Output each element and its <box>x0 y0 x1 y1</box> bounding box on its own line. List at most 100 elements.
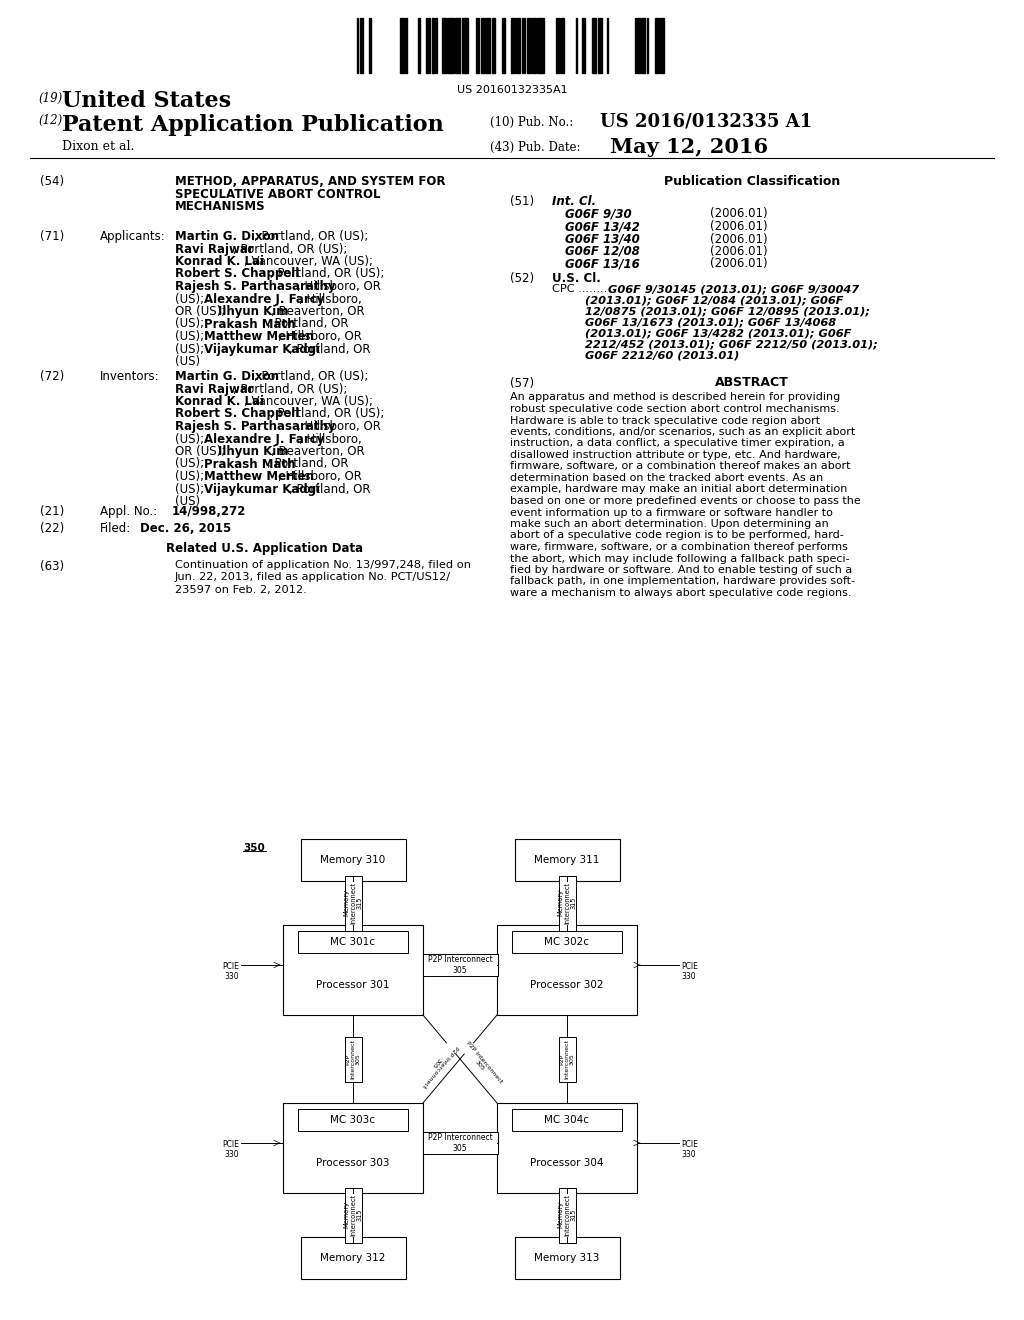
Text: Processor 301: Processor 301 <box>316 979 390 990</box>
Text: Memory 310: Memory 310 <box>321 855 386 865</box>
Text: , Beaverton, OR: , Beaverton, OR <box>271 445 365 458</box>
Text: Memory
Interconnect
315: Memory Interconnect 315 <box>557 1193 577 1236</box>
Text: (2006.01): (2006.01) <box>710 246 768 257</box>
Text: , Portland, OR: , Portland, OR <box>267 458 349 470</box>
Bar <box>435 18 437 73</box>
Bar <box>527 18 531 73</box>
Text: G06F 2212/60 (2013.01): G06F 2212/60 (2013.01) <box>585 351 739 360</box>
Text: (US);: (US); <box>175 293 208 305</box>
Text: (52): (52) <box>510 272 535 285</box>
Text: (2006.01): (2006.01) <box>710 232 768 246</box>
Text: Vijaykumar Kadgi: Vijaykumar Kadgi <box>204 483 319 495</box>
Bar <box>432 18 433 73</box>
Bar <box>635 18 636 73</box>
Text: G06F 12/08: G06F 12/08 <box>565 246 640 257</box>
Bar <box>406 18 407 73</box>
Text: instruction, a data conflict, a speculative timer expiration, a: instruction, a data conflict, a speculat… <box>510 438 845 449</box>
Text: 2212/452 (2013.01); G06F 2212/50 (2013.01);: 2212/452 (2013.01); G06F 2212/50 (2013.0… <box>585 339 878 350</box>
Text: Memory
Interconnect
315: Memory Interconnect 315 <box>343 882 362 924</box>
Bar <box>512 931 622 953</box>
Bar <box>583 18 586 73</box>
Text: (19): (19) <box>38 92 62 106</box>
Text: Ilhyun Kim: Ilhyun Kim <box>218 445 289 458</box>
Text: Ravi Rajwar: Ravi Rajwar <box>175 243 254 256</box>
Bar <box>300 840 406 880</box>
Bar <box>283 1104 423 1193</box>
Text: firmware, software, or a combination thereof makes an abort: firmware, software, or a combination the… <box>510 462 851 471</box>
Bar <box>647 18 648 73</box>
Text: (2013.01); G06F 13/4282 (2013.01); G06F: (2013.01); G06F 13/4282 (2013.01); G06F <box>585 329 851 338</box>
Text: , Hillsboro,: , Hillsboro, <box>299 293 361 305</box>
Bar <box>558 1188 575 1242</box>
Text: Inventors:: Inventors: <box>100 370 160 383</box>
Bar <box>556 18 560 73</box>
Bar <box>561 18 564 73</box>
Text: P2P Interconnect
305: P2P Interconnect 305 <box>428 1134 493 1152</box>
Bar <box>400 18 403 73</box>
Text: U.S. Cl.: U.S. Cl. <box>552 272 601 285</box>
Bar <box>447 18 452 73</box>
Bar <box>298 931 408 953</box>
Text: fied by hardware or software. And to enable testing of such a: fied by hardware or software. And to ena… <box>510 565 852 576</box>
Bar <box>466 18 468 73</box>
Text: G06F 13/16: G06F 13/16 <box>565 257 640 271</box>
Text: Jun. 22, 2013, filed as application No. PCT/US12/: Jun. 22, 2013, filed as application No. … <box>175 573 452 582</box>
Text: Memory
Interconnect
315: Memory Interconnect 315 <box>343 1193 362 1236</box>
Text: (US);: (US); <box>175 470 208 483</box>
Bar <box>522 18 523 73</box>
Text: (US);: (US); <box>175 433 208 446</box>
Text: (US);: (US); <box>175 458 208 470</box>
Bar <box>524 18 525 73</box>
Text: US 20160132335A1: US 20160132335A1 <box>457 84 567 95</box>
Text: (2013.01); G06F 12/084 (2013.01); G06F: (2013.01); G06F 12/084 (2013.01); G06F <box>585 296 844 305</box>
Text: Matthew Merten: Matthew Merten <box>204 330 313 343</box>
Text: (US): (US) <box>175 355 200 368</box>
Text: (2006.01): (2006.01) <box>710 220 768 234</box>
Text: United States: United States <box>62 90 231 112</box>
Text: Konrad K. Lai: Konrad K. Lai <box>175 255 264 268</box>
Text: Hardware is able to track speculative code region abort: Hardware is able to track speculative co… <box>510 416 820 425</box>
Bar <box>476 18 479 73</box>
Text: MC 303c: MC 303c <box>331 1115 376 1125</box>
Text: Memory 313: Memory 313 <box>535 1253 600 1263</box>
Text: Dec. 26, 2015: Dec. 26, 2015 <box>140 521 231 535</box>
Bar <box>426 18 430 73</box>
Bar <box>531 18 534 73</box>
Bar <box>542 18 544 73</box>
Text: P2P Interconnect
305: P2P Interconnect 305 <box>428 956 493 974</box>
Text: Memory
Interconnect
315: Memory Interconnect 315 <box>557 882 577 924</box>
Text: G06F 13/40: G06F 13/40 <box>565 232 640 246</box>
Text: US 2016/0132335 A1: US 2016/0132335 A1 <box>600 114 812 131</box>
Text: 12/0875 (2013.01); G06F 12/0895 (2013.01);: 12/0875 (2013.01); G06F 12/0895 (2013.01… <box>585 306 869 317</box>
Text: events, conditions, and/or scenarios, such as an explicit abort: events, conditions, and/or scenarios, su… <box>510 426 855 437</box>
Text: (22): (22) <box>40 521 65 535</box>
Text: (21): (21) <box>40 506 65 517</box>
Text: disallowed instruction attribute or type, etc. And hardware,: disallowed instruction attribute or type… <box>510 450 841 459</box>
Bar <box>423 1133 498 1154</box>
Text: , Hillsboro, OR: , Hillsboro, OR <box>297 420 381 433</box>
Text: , Portland, OR: , Portland, OR <box>289 483 370 495</box>
Text: , Portland, OR (US);: , Portland, OR (US); <box>270 268 385 281</box>
Text: Martin G. Dixon: Martin G. Dixon <box>175 230 279 243</box>
Text: determination based on the tracked abort events. As an: determination based on the tracked abort… <box>510 473 823 483</box>
Text: robust speculative code section abort control mechanisms.: robust speculative code section abort co… <box>510 404 840 414</box>
Text: ware a mechanism to always abort speculative code regions.: ware a mechanism to always abort specula… <box>510 587 852 598</box>
Text: OR (US);: OR (US); <box>175 305 229 318</box>
Text: , Portland, OR: , Portland, OR <box>289 342 370 355</box>
Text: make such an abort determination. Upon determining an: make such an abort determination. Upon d… <box>510 519 828 529</box>
Text: , Vancouver, WA (US);: , Vancouver, WA (US); <box>244 395 373 408</box>
Text: Rajesh S. Parthasarathy: Rajesh S. Parthasarathy <box>175 280 336 293</box>
Bar <box>558 875 575 931</box>
Bar <box>502 18 506 73</box>
Bar <box>514 840 620 880</box>
Text: 23597 on Feb. 2, 2012.: 23597 on Feb. 2, 2012. <box>175 585 307 595</box>
Text: Rajesh S. Parthasarathy: Rajesh S. Parthasarathy <box>175 420 336 433</box>
Text: Konrad K. Lai: Konrad K. Lai <box>175 395 264 408</box>
Text: (US): (US) <box>175 495 200 508</box>
Text: , Hillsboro, OR: , Hillsboro, OR <box>278 330 361 343</box>
Text: (54): (54) <box>40 176 65 187</box>
Text: Processor 302: Processor 302 <box>530 979 604 990</box>
Text: , Portland, OR (US);: , Portland, OR (US); <box>255 230 369 243</box>
Text: P2P Interconnect
305: P2P Interconnect 305 <box>417 1040 460 1088</box>
Text: , Hillsboro, OR: , Hillsboro, OR <box>297 280 381 293</box>
